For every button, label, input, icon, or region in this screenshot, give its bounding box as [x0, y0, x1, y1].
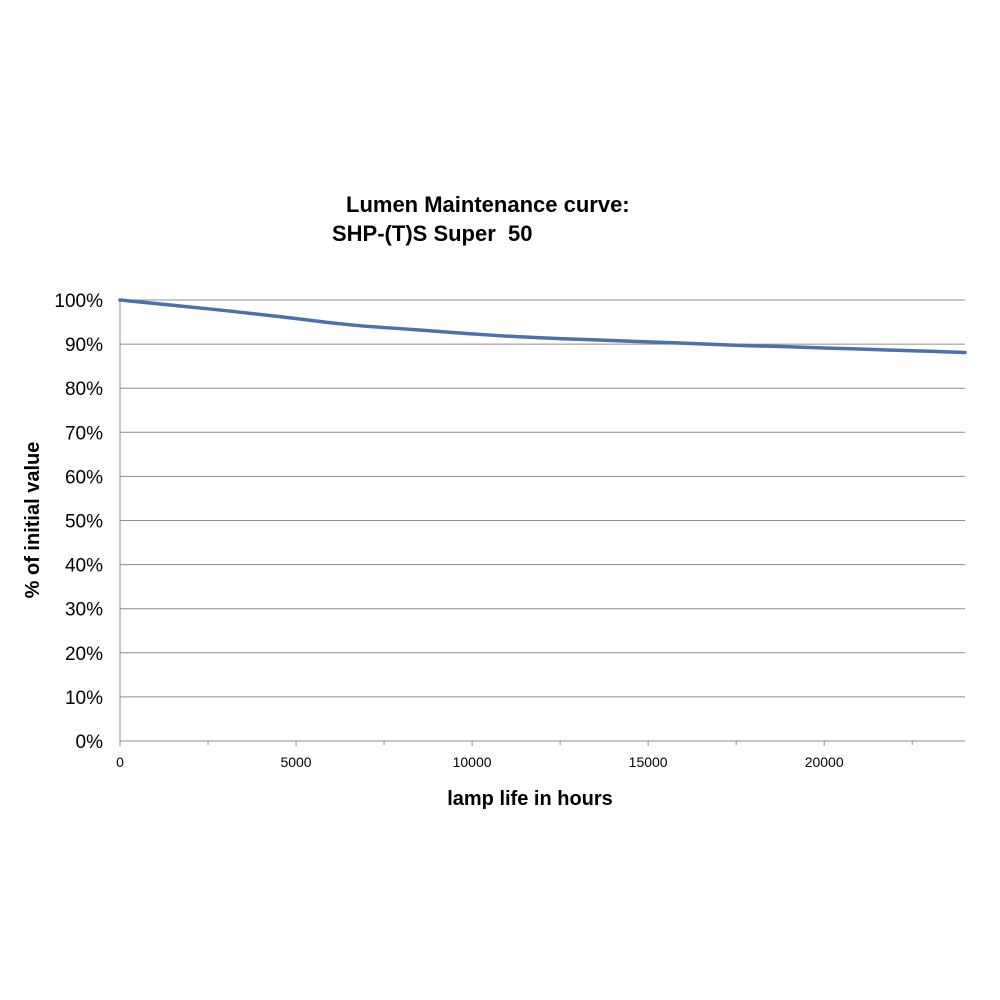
- y-tick-label: 10%: [65, 688, 103, 709]
- chart-title: Lumen Maintenance curve: SHP-(T)S Super …: [300, 190, 720, 248]
- y-tick-label: 30%: [65, 600, 103, 621]
- axes: [119, 300, 965, 746]
- y-tick-labels: 0% 10% 20% 30% 40% 50% 60% 70% 80% 90% 100%: [54, 291, 103, 753]
- chart-title-line1: Lumen Maintenance curve:: [346, 192, 630, 217]
- y-tick-label: 50%: [65, 512, 103, 533]
- y-tick-label: 20%: [65, 644, 103, 665]
- y-tick-label: 80%: [65, 379, 103, 400]
- y-tick-label: 100%: [54, 291, 103, 312]
- gridlines: [120, 299, 965, 698]
- x-tick-label: 15000: [629, 754, 668, 770]
- y-tick-label: 0%: [76, 732, 104, 753]
- x-tick-labels: 0 5000 10000 15000 20000: [116, 754, 844, 770]
- x-axis-label: lamp life in hours: [447, 788, 613, 810]
- y-axis-label: % of initial value: [22, 442, 44, 599]
- x-tick-label: 10000: [453, 754, 492, 770]
- x-tick-label: 0: [116, 754, 124, 770]
- chart-title-line2: SHP-(T)S Super 50: [332, 221, 533, 246]
- y-tick-label: 90%: [65, 335, 103, 356]
- y-tick-label: 40%: [65, 556, 103, 577]
- series-line: [118, 298, 967, 355]
- y-tick-label: 70%: [65, 423, 103, 444]
- x-tick-label: 5000: [280, 754, 311, 770]
- y-tick-label: 60%: [65, 467, 103, 488]
- series-layer: [118, 298, 967, 355]
- x-tick-label: 20000: [805, 754, 844, 770]
